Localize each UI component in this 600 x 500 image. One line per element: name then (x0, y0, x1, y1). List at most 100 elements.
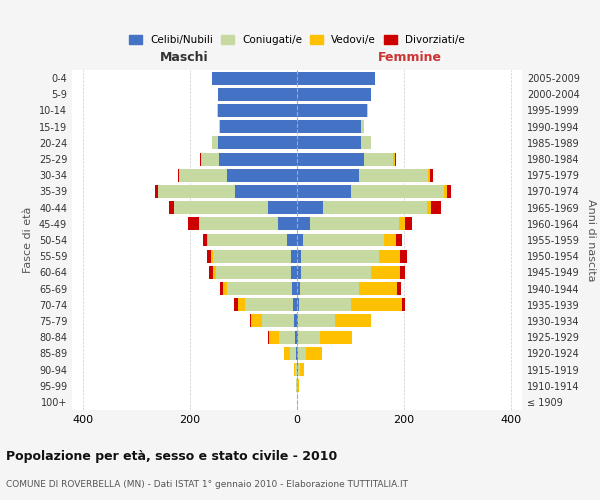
Bar (158, 185, 297, 198)
Bar (208, 234, 297, 246)
Bar (278, 218, 297, 230)
Bar (297, 282, 397, 295)
Bar (297, 201, 431, 214)
Bar (211, 250, 297, 262)
Bar (297, 104, 368, 117)
Bar (297, 266, 400, 279)
Bar (297, 234, 395, 246)
Bar (297, 266, 301, 279)
Bar (188, 218, 297, 230)
Bar (297, 363, 304, 376)
Bar (290, 266, 297, 279)
Bar (280, 330, 297, 344)
Bar (297, 282, 359, 295)
Bar (220, 120, 297, 133)
Bar (269, 330, 297, 344)
Bar (297, 379, 299, 392)
Bar (297, 363, 304, 376)
Bar (174, 201, 297, 214)
Bar (245, 298, 297, 311)
Bar (292, 282, 297, 295)
Bar (297, 330, 352, 344)
Bar (250, 314, 297, 328)
Bar (203, 234, 297, 246)
Bar (284, 347, 297, 360)
Bar (207, 234, 297, 246)
Bar (297, 363, 299, 376)
Bar (295, 330, 297, 344)
Bar (219, 120, 297, 133)
Bar (297, 104, 367, 117)
Bar (220, 152, 297, 166)
Bar (296, 347, 297, 360)
Bar (199, 152, 297, 166)
Bar (297, 250, 379, 262)
Bar (174, 201, 297, 214)
Bar (297, 379, 299, 392)
Bar (155, 185, 297, 198)
Y-axis label: Anni di nascita: Anni di nascita (586, 198, 596, 281)
Bar (297, 282, 401, 295)
Bar (297, 136, 371, 149)
Bar (297, 88, 371, 101)
Text: Femmine: Femmine (377, 50, 442, 64)
Bar (297, 347, 322, 360)
Bar (220, 282, 297, 295)
Bar (293, 298, 297, 311)
Bar (290, 347, 297, 360)
Bar (297, 298, 404, 311)
Bar (297, 72, 374, 85)
Bar (297, 120, 364, 133)
Text: Popolazione per età, sesso e stato civile - 2010: Popolazione per età, sesso e stato civil… (6, 450, 337, 463)
Bar (212, 72, 297, 85)
Bar (217, 104, 297, 117)
Bar (297, 282, 299, 295)
Bar (297, 218, 412, 230)
Bar (297, 169, 430, 181)
Y-axis label: Fasce di età: Fasce di età (23, 207, 33, 273)
Bar (295, 363, 297, 376)
Bar (297, 169, 433, 181)
Bar (297, 218, 399, 230)
Bar (297, 347, 322, 360)
Bar (268, 201, 297, 214)
Bar (297, 298, 402, 311)
Legend: Celibi/Nubili, Coniugati/e, Vedovi/e, Divorziati/e: Celibi/Nubili, Coniugati/e, Vedovi/e, Di… (125, 31, 469, 50)
Bar (212, 136, 297, 149)
Bar (297, 347, 306, 360)
Bar (212, 72, 297, 85)
Bar (297, 120, 364, 133)
Bar (213, 250, 297, 262)
Bar (297, 136, 371, 149)
Bar (251, 314, 297, 328)
Bar (217, 104, 297, 117)
Bar (297, 201, 441, 214)
Bar (158, 185, 297, 198)
Bar (297, 152, 396, 166)
Bar (297, 314, 371, 328)
Bar (297, 234, 304, 246)
Bar (297, 72, 374, 85)
Bar (297, 88, 371, 101)
Bar (297, 330, 298, 344)
Bar (297, 347, 298, 360)
Bar (218, 88, 297, 101)
Bar (297, 314, 335, 328)
Bar (297, 88, 371, 101)
Bar (297, 185, 445, 198)
Bar (297, 250, 301, 262)
Bar (178, 169, 297, 181)
Bar (297, 314, 298, 328)
Text: COMUNE DI ROVERBELLA (MN) - Dati ISTAT 1° gennaio 2010 - Elaborazione TUTTITALIA: COMUNE DI ROVERBELLA (MN) - Dati ISTAT 1… (6, 480, 408, 489)
Bar (297, 104, 368, 117)
Bar (297, 152, 394, 166)
Bar (290, 250, 297, 262)
Bar (219, 120, 297, 133)
Bar (297, 234, 402, 246)
Bar (268, 330, 297, 344)
Bar (297, 136, 361, 149)
Bar (218, 88, 297, 101)
Bar (297, 314, 371, 328)
Bar (227, 169, 297, 181)
Bar (212, 136, 297, 149)
